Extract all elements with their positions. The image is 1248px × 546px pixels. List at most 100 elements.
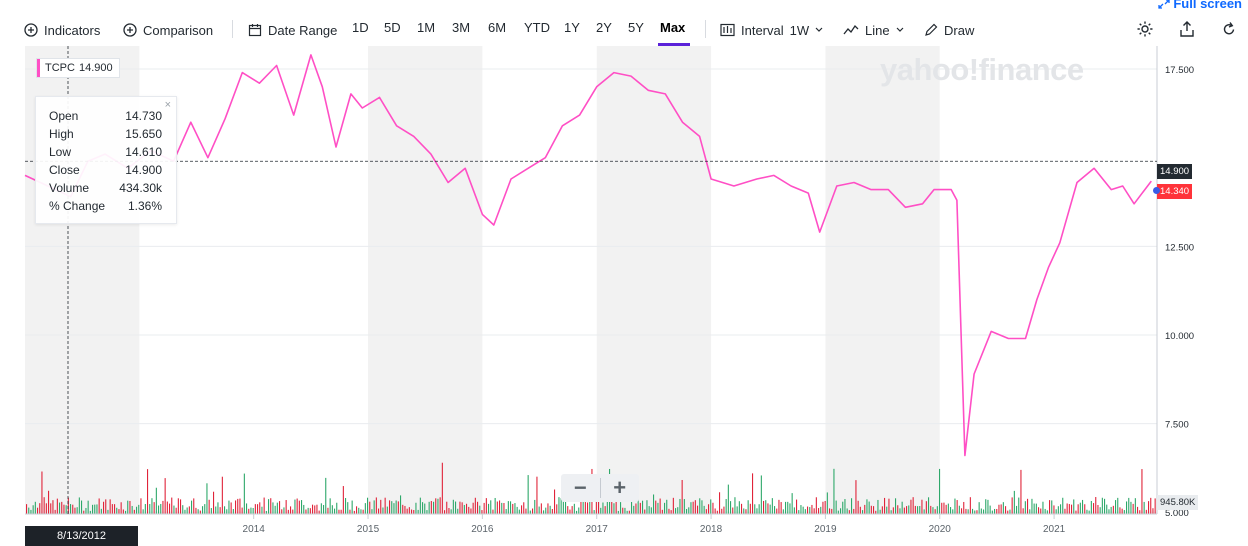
volume-bar — [690, 502, 692, 514]
info-key: Volume — [49, 181, 90, 195]
volume-bar — [162, 500, 164, 514]
volume-bar — [389, 500, 391, 514]
volume-bar — [785, 501, 787, 514]
gear-icon[interactable] — [1136, 20, 1154, 38]
volume-bars — [26, 462, 1156, 514]
range-5d-button[interactable]: 5D — [384, 20, 401, 35]
crosshair-date-tag: 8/13/2012 — [25, 526, 138, 546]
volume-bar — [499, 500, 501, 514]
volume-bar — [1154, 498, 1156, 514]
volume-bar — [228, 500, 230, 514]
volume-bar — [107, 509, 109, 514]
range-6m-button[interactable]: 6M — [488, 20, 507, 35]
volume-bar — [226, 509, 228, 514]
fullscreen-button[interactable]: Full screen — [1158, 0, 1242, 11]
volume-bar — [587, 502, 589, 514]
volume-bar — [1055, 509, 1057, 514]
volume-bar — [1073, 499, 1075, 514]
volume-bar — [177, 498, 179, 514]
info-value: 14.730 — [125, 109, 162, 123]
volume-bar — [598, 499, 600, 514]
ticker-badge[interactable]: TCPC 14.900 — [36, 58, 120, 78]
volume-bar — [336, 502, 338, 514]
volume-bar — [239, 498, 241, 514]
volume-bar — [514, 503, 516, 514]
volume-bar — [149, 504, 151, 514]
volume-bar — [644, 509, 646, 514]
draw-button[interactable]: Draw — [924, 20, 974, 40]
volume-bar — [604, 506, 606, 514]
volume-bar — [738, 501, 740, 514]
zoom-out-button[interactable]: − — [573, 475, 587, 500]
volume-bar — [692, 501, 694, 514]
close-icon[interactable]: × — [164, 99, 171, 111]
volume-bar — [985, 499, 987, 514]
reset-icon[interactable] — [1220, 20, 1238, 38]
volume-bar — [648, 506, 650, 514]
price-chart[interactable]: 2014 2015 2016 2017 2018 2019 2020 2021 5.000 7.… — [0, 46, 1248, 546]
range-5y-button[interactable]: 5Y — [628, 20, 644, 35]
chart-type-label: Line — [865, 22, 890, 38]
chart-type-dropdown[interactable]: Line — [843, 20, 904, 40]
volume-bar — [345, 498, 347, 514]
volume-bar — [1115, 500, 1117, 514]
volume-bar — [230, 502, 232, 514]
volume-bar — [958, 505, 960, 514]
volume-bar — [727, 484, 729, 514]
volume-bar — [921, 499, 923, 514]
volume-bar — [747, 500, 749, 514]
share-icon[interactable] — [1178, 20, 1196, 38]
zoom-in-button[interactable]: + — [613, 475, 627, 500]
volume-bar — [325, 477, 327, 514]
range-1m-button[interactable]: 1M — [417, 20, 436, 35]
volume-bar — [824, 500, 826, 514]
interval-dropdown[interactable]: Interval 1W — [720, 20, 823, 40]
volume-bar — [331, 505, 333, 514]
volume-bar — [529, 510, 531, 514]
volume-bar — [844, 499, 846, 514]
volume-bar — [653, 494, 655, 514]
volume-bar — [1082, 499, 1084, 514]
volume-bar — [1011, 497, 1013, 514]
range-ytd-button[interactable]: YTD — [524, 20, 550, 35]
volume-bar — [263, 497, 265, 514]
volume-bar — [912, 497, 914, 514]
volume-bar — [1112, 505, 1114, 514]
volume-bar — [840, 508, 842, 514]
volume-bar — [323, 504, 325, 514]
volume-bar — [191, 500, 193, 514]
range-3m-button[interactable]: 3M — [452, 20, 471, 35]
volume-bar — [525, 508, 527, 514]
volume-bar — [1022, 508, 1024, 514]
range-2y-button[interactable]: 2Y — [596, 20, 612, 35]
volume-bar — [316, 504, 318, 514]
volume-bar — [312, 504, 314, 514]
volume-bar — [87, 500, 89, 514]
volume-bar — [261, 506, 263, 514]
indicators-button[interactable]: Indicators — [24, 20, 100, 40]
volume-bar — [329, 498, 331, 514]
volume-bar — [208, 499, 210, 514]
volume-bar — [965, 508, 967, 514]
volume-bar — [235, 500, 237, 514]
volume-bar — [265, 510, 267, 514]
volume-bar — [26, 504, 28, 514]
volume-bar — [923, 509, 925, 514]
range-max-button[interactable]: Max — [660, 20, 686, 35]
year-band — [825, 46, 940, 514]
volume-bar — [1042, 501, 1044, 514]
comparison-button[interactable]: Comparison — [123, 20, 213, 40]
date-range-button[interactable]: Date Range — [248, 20, 337, 40]
volume-bar — [560, 498, 562, 514]
volume-bar — [120, 502, 122, 514]
volume-bar — [589, 501, 591, 514]
range-1y-button[interactable]: 1Y — [564, 20, 580, 35]
volume-bar — [983, 509, 985, 514]
volume-bar — [314, 505, 316, 514]
volume-bar — [96, 504, 98, 514]
range-1d-button[interactable]: 1D — [352, 20, 369, 35]
volume-bar — [397, 501, 399, 514]
volume-bar — [862, 510, 864, 514]
volume-bar — [732, 507, 734, 514]
volume-bar — [829, 508, 831, 514]
